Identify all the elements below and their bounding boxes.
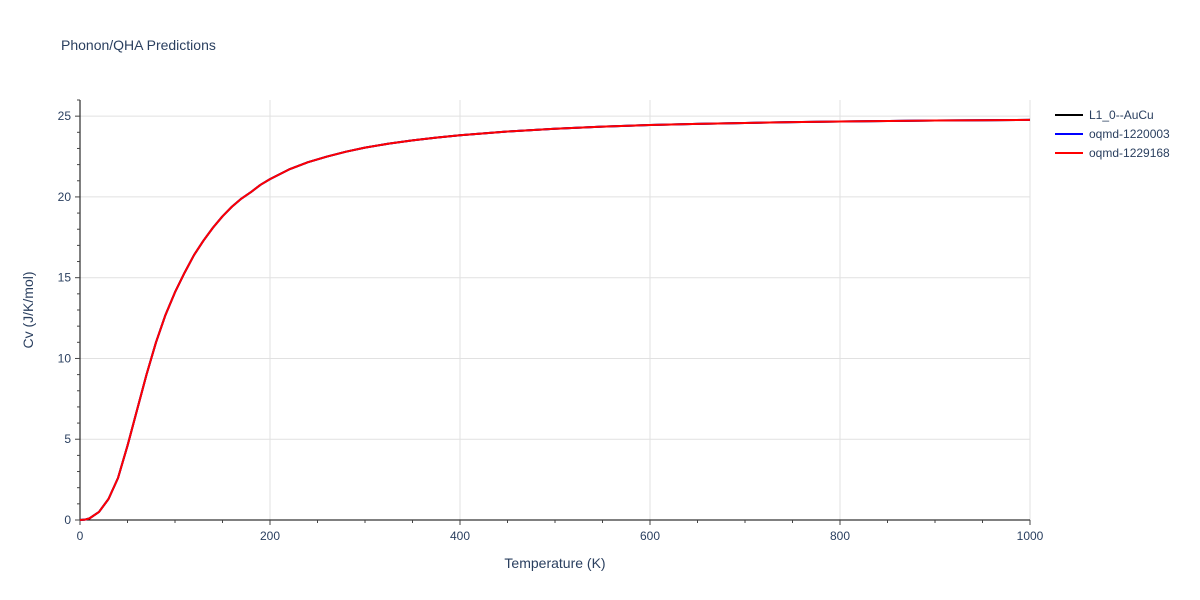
legend-label: oqmd-1220003 bbox=[1089, 127, 1170, 141]
y-tick-label: 5 bbox=[64, 432, 71, 446]
legend-item[interactable]: L1_0--AuCu bbox=[1055, 108, 1154, 122]
legend-item[interactable]: oqmd-1229168 bbox=[1055, 146, 1170, 160]
x-tick-label: 0 bbox=[77, 529, 84, 543]
y-tick-label: 15 bbox=[58, 271, 72, 285]
y-tick-label: 20 bbox=[58, 190, 72, 204]
legend-item[interactable]: oqmd-1220003 bbox=[1055, 127, 1170, 141]
y-tick-label: 25 bbox=[58, 109, 72, 123]
series-line-2[interactable] bbox=[79, 118, 1031, 521]
x-axis-title: Temperature (K) bbox=[504, 555, 605, 571]
y-tick-label: 10 bbox=[58, 351, 72, 365]
x-tick-label: 200 bbox=[260, 529, 280, 543]
chart-title: Phonon/QHA Predictions bbox=[61, 37, 216, 53]
x-tick-label: 600 bbox=[640, 529, 660, 543]
y-axis-title: Cv (J/K/mol) bbox=[20, 272, 36, 349]
plot-area bbox=[79, 118, 1031, 521]
y-tick-label: 0 bbox=[64, 513, 71, 527]
grid bbox=[80, 100, 1031, 520]
series-line-3[interactable] bbox=[79, 118, 1031, 521]
legend-label: L1_0--AuCu bbox=[1089, 108, 1154, 122]
legend-label: oqmd-1229168 bbox=[1089, 146, 1170, 160]
series-line-1[interactable] bbox=[79, 118, 1031, 521]
x-tick-label: 400 bbox=[450, 529, 470, 543]
legend[interactable]: L1_0--AuCu oqmd-1220003 oqmd-1229168 bbox=[1055, 108, 1170, 160]
x-tick-label: 1000 bbox=[1017, 529, 1044, 543]
axes: 0 200 400 600 800 1000 0 5 10 15 20 25 bbox=[58, 99, 1044, 543]
x-tick-label: 800 bbox=[830, 529, 850, 543]
